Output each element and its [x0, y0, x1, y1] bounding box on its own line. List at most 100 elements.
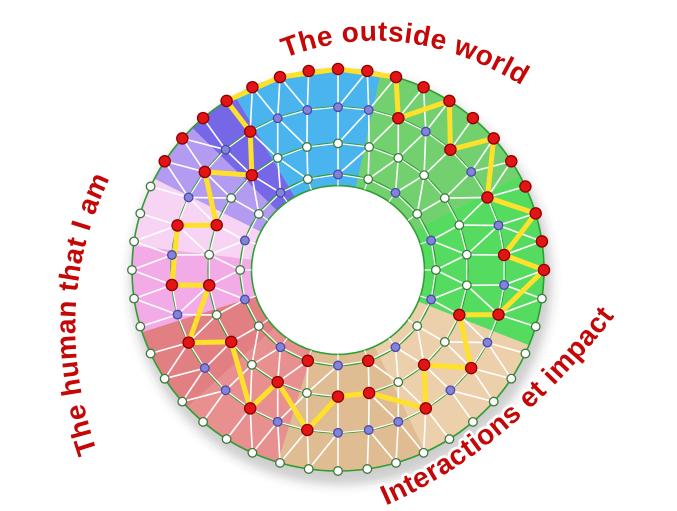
node-r0-12[interactable]	[536, 293, 547, 304]
node-r1-32[interactable]	[272, 113, 283, 124]
node-r2-22[interactable]	[226, 193, 237, 204]
node-r3-16[interactable]	[239, 235, 250, 246]
sector-pink-light[interactable]	[133, 178, 261, 260]
node-r1-15[interactable]	[393, 416, 404, 427]
node-r0-13[interactable]	[530, 321, 541, 332]
node-r3-15[interactable]	[235, 265, 246, 275]
node-r3-19[interactable]	[302, 174, 313, 185]
node-r0-28[interactable]	[177, 396, 188, 407]
node-r2-15[interactable]	[271, 375, 284, 389]
node-r1-6[interactable]	[481, 191, 494, 204]
node-r1-4[interactable]	[444, 143, 457, 156]
node-r1-27[interactable]	[171, 219, 184, 232]
node-r0-1[interactable]	[361, 64, 374, 78]
node-r0-6[interactable]	[487, 132, 500, 145]
node-r3-1[interactable]	[363, 174, 374, 185]
node-r3-8[interactable]	[390, 342, 401, 353]
node-r3-7[interactable]	[412, 321, 423, 332]
node-r2-18[interactable]	[211, 309, 222, 320]
node-r1-28[interactable]	[183, 192, 194, 203]
node-r1-21[interactable]	[220, 385, 231, 396]
node-r0-37[interactable]	[158, 155, 171, 168]
sector-pink[interactable]	[131, 245, 256, 333]
node-r1-24[interactable]	[172, 309, 183, 320]
node-r1-31[interactable]	[243, 125, 257, 138]
node-r3-12[interactable]	[275, 342, 286, 353]
sector-salmon-deep[interactable]	[142, 296, 275, 408]
node-r0-33[interactable]	[127, 265, 137, 275]
node-r1-26[interactable]	[166, 250, 177, 260]
node-r1-14[interactable]	[419, 402, 433, 415]
node-r1-12[interactable]	[464, 361, 478, 375]
node-r0-14[interactable]	[520, 348, 531, 359]
node-r2-5[interactable]	[454, 220, 465, 231]
node-r1-19[interactable]	[272, 416, 283, 427]
node-r0-26[interactable]	[221, 434, 232, 445]
node-r0-4[interactable]	[443, 94, 456, 108]
node-r3-10[interactable]	[333, 360, 343, 371]
node-r1-20[interactable]	[243, 402, 257, 415]
node-r0-23[interactable]	[303, 464, 314, 474]
node-r1-29[interactable]	[198, 165, 212, 179]
node-r2-13[interactable]	[331, 390, 345, 403]
node-r1-25[interactable]	[165, 278, 179, 292]
node-r0-8[interactable]	[519, 180, 532, 193]
node-r0-36[interactable]	[145, 181, 156, 192]
node-r2-4[interactable]	[439, 193, 450, 204]
node-r0-18[interactable]	[444, 434, 455, 445]
node-r2-7[interactable]	[461, 280, 472, 291]
node-r0-7[interactable]	[505, 155, 518, 168]
node-r2-10[interactable]	[417, 358, 431, 372]
node-r2-11[interactable]	[393, 377, 404, 388]
node-r3-6[interactable]	[426, 294, 437, 305]
node-r2-14[interactable]	[301, 388, 312, 398]
node-r1-18[interactable]	[301, 423, 314, 437]
node-r1-8[interactable]	[497, 248, 511, 262]
node-r3-14[interactable]	[239, 294, 250, 305]
node-r2-0[interactable]	[333, 138, 343, 149]
node-r0-0[interactable]	[331, 62, 345, 76]
node-r1-7[interactable]	[493, 220, 504, 231]
node-r3-3[interactable]	[412, 208, 423, 219]
node-r3-2[interactable]	[390, 187, 401, 198]
node-r0-39[interactable]	[196, 111, 210, 125]
node-r0-20[interactable]	[391, 457, 401, 468]
node-r0-34[interactable]	[129, 236, 140, 247]
node-r1-33[interactable]	[302, 105, 313, 115]
node-r2-25[interactable]	[301, 142, 312, 152]
node-r0-25[interactable]	[247, 447, 258, 458]
node-r2-16[interactable]	[246, 359, 257, 370]
node-r0-24[interactable]	[275, 457, 285, 468]
node-r0-11[interactable]	[537, 263, 551, 277]
node-r0-9[interactable]	[529, 207, 542, 220]
node-r2-3[interactable]	[419, 170, 430, 181]
node-r1-30[interactable]	[220, 144, 231, 155]
node-r0-19[interactable]	[418, 447, 429, 458]
node-r1-3[interactable]	[420, 126, 431, 137]
node-r0-40[interactable]	[220, 94, 233, 108]
node-r0-43[interactable]	[302, 64, 315, 78]
node-r0-31[interactable]	[135, 321, 146, 332]
node-r0-21[interactable]	[362, 464, 373, 474]
node-r3-0[interactable]	[333, 169, 343, 180]
node-r3-18[interactable]	[275, 187, 286, 198]
node-r2-17[interactable]	[224, 335, 238, 349]
node-r0-22[interactable]	[333, 466, 343, 476]
node-r2-20[interactable]	[204, 249, 215, 260]
node-r3-13[interactable]	[253, 321, 264, 332]
node-r0-30[interactable]	[145, 348, 156, 359]
node-r1-17[interactable]	[333, 427, 343, 438]
node-r2-19[interactable]	[202, 279, 216, 292]
node-r0-15[interactable]	[506, 373, 517, 384]
sector-purple-light[interactable]	[154, 127, 277, 232]
node-r1-10[interactable]	[492, 308, 505, 321]
node-r0-41[interactable]	[246, 80, 259, 94]
node-r0-27[interactable]	[198, 416, 209, 427]
node-r3-4[interactable]	[426, 235, 437, 246]
node-r2-21[interactable]	[210, 218, 223, 232]
sector-purple-dark[interactable]	[192, 95, 295, 211]
node-r0-17[interactable]	[467, 416, 478, 427]
node-r0-42[interactable]	[273, 70, 287, 84]
node-r1-5[interactable]	[466, 166, 477, 177]
node-r0-29[interactable]	[159, 373, 170, 384]
